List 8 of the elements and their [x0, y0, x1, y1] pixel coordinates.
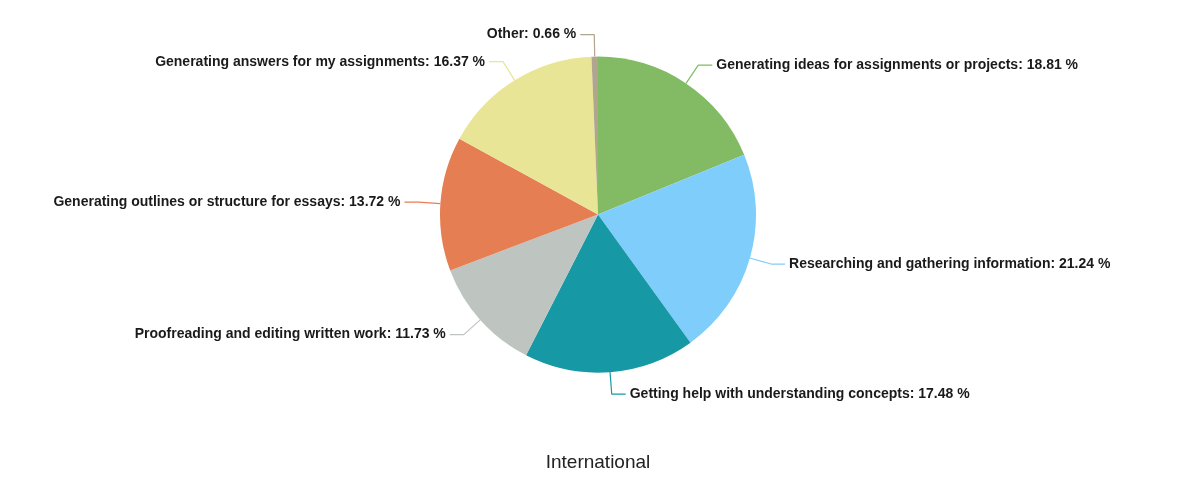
- text: International: [545, 450, 651, 472]
- slice-label: Other: 0.66 %: [486, 25, 577, 42]
- slice-label: Generating outlines or structure for essays: 13.72 %: [53, 192, 401, 209]
- slice-label: Generating ideas for assignments or projects: 18.81 %: [716, 55, 1079, 72]
- slice-label: Proofreading and editing written work: 11.73 %: [134, 325, 447, 342]
- slice-label: Researching and gathering information: 21.24 %: [789, 254, 1111, 271]
- slice-label: Generating answers for my assignments: 16.37 %: [155, 52, 486, 69]
- slice-label: Getting help with understanding concepts: 17.48 %: [629, 384, 971, 401]
